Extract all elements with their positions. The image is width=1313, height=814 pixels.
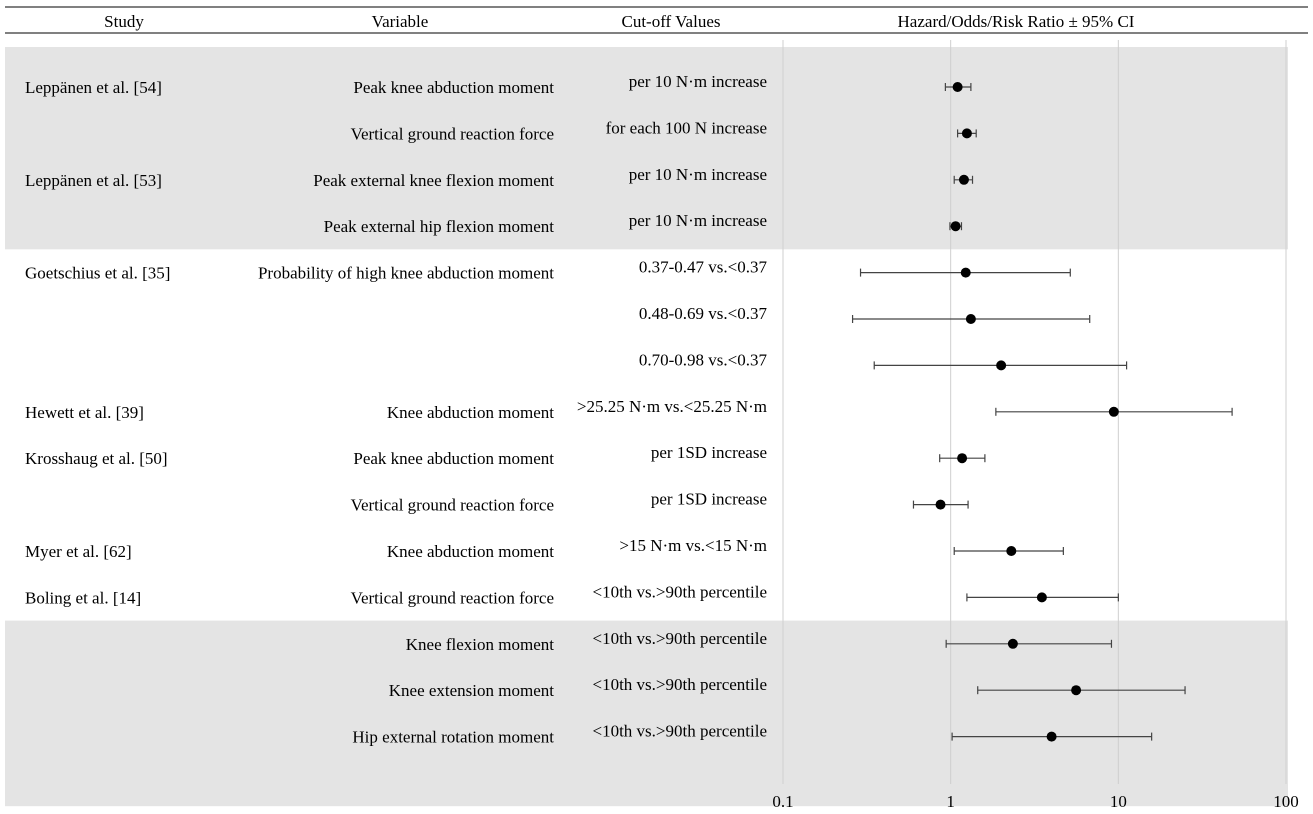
variable-label: Vertical ground reaction force xyxy=(351,588,554,607)
point-estimate xyxy=(1006,546,1017,556)
cutoff-label: per 10 N·m increase xyxy=(629,211,767,230)
point-estimate xyxy=(935,499,946,510)
ci-marks xyxy=(851,82,1233,742)
variable-label: Knee abduction moment xyxy=(387,403,554,422)
cutoff-label: per 1SD increase xyxy=(651,443,767,462)
point-estimate xyxy=(960,267,971,278)
point-estimate xyxy=(1046,731,1057,742)
cutoff-label: for each 100 N increase xyxy=(606,118,767,137)
row-band-2 xyxy=(5,620,1288,807)
point-estimate xyxy=(961,128,972,139)
x-tick-label: 100 xyxy=(1273,792,1299,811)
cutoff-label: per 1SD increase xyxy=(651,490,767,509)
point-estimate xyxy=(1071,685,1082,696)
variable-label: Peak external hip flexion moment xyxy=(324,217,555,236)
row-band-1 xyxy=(5,249,1288,621)
variable-label: Peak knee abduction moment xyxy=(353,449,554,468)
study-label: Goetschius et al. [35] xyxy=(25,264,170,283)
column-header-cutoff: Cut-off Values xyxy=(621,12,720,31)
point-estimate xyxy=(958,174,969,185)
variable-label: Knee abduction moment xyxy=(387,542,554,561)
point-estimate xyxy=(1036,592,1047,603)
x-tick-label: 0.1 xyxy=(772,792,793,811)
cutoff-label: 0.48-0.69 vs.<0.37 xyxy=(639,304,768,323)
study-label: Hewett et al. [39] xyxy=(25,403,144,422)
variable-label: Knee extension moment xyxy=(389,681,555,700)
study-label: Myer et al. [62] xyxy=(25,542,132,561)
study-label: Boling et al. [14] xyxy=(25,588,141,607)
cutoff-label: <10th vs.>90th percentile xyxy=(593,629,768,648)
cutoff-label: 0.70-0.98 vs.<0.37 xyxy=(639,350,768,369)
cutoff-label: >25.25 N·m vs.<25.25 N·m xyxy=(577,397,767,416)
cutoff-label: 0.37-0.47 vs.<0.37 xyxy=(639,258,768,277)
cutoff-label: >15 N·m vs.<15 N·m xyxy=(619,536,767,555)
cutoff-label: <10th vs.>90th percentile xyxy=(593,675,768,694)
point-estimate xyxy=(996,360,1007,371)
column-header-variable: Variable xyxy=(372,12,429,31)
column-header-study: Study xyxy=(104,12,144,31)
x-tick-label: 1 xyxy=(946,792,955,811)
cutoff-label: <10th vs.>90th percentile xyxy=(593,582,768,601)
cutoff-label: <10th vs.>90th percentile xyxy=(593,722,768,741)
study-label: Leppänen et al. [54] xyxy=(25,78,162,97)
variable-label: Hip external rotation moment xyxy=(352,728,554,747)
row-band-0 xyxy=(5,47,1288,250)
study-label: Krosshaug et al. [50] xyxy=(25,449,168,468)
cutoff-label: per 10 N·m increase xyxy=(629,72,767,91)
variable-label: Probability of high knee abduction momen… xyxy=(258,264,554,283)
variable-label: Peak knee abduction moment xyxy=(353,78,554,97)
study-label: Leppänen et al. [53] xyxy=(25,171,162,190)
variable-label: Vertical ground reaction force xyxy=(351,124,554,143)
point-estimate xyxy=(952,82,963,92)
point-estimate xyxy=(965,314,976,324)
cutoff-label: per 10 N·m increase xyxy=(629,165,767,184)
table-cells: Leppänen et al. [54] Peak knee abduction … xyxy=(25,72,767,747)
variable-label: Vertical ground reaction force xyxy=(351,496,554,515)
variable-label: Peak external knee flexion moment xyxy=(313,171,554,190)
variable-label: Knee flexion moment xyxy=(406,635,555,654)
column-header-ratio: Hazard/Odds/Risk Ratio ± 95% CI xyxy=(898,12,1135,31)
row-bands xyxy=(5,47,1288,807)
point-estimate xyxy=(957,453,968,464)
point-estimate xyxy=(1108,406,1119,417)
x-tick-label: 10 xyxy=(1110,792,1127,811)
x-axis-ticks: 0.1 1 10 100 xyxy=(772,792,1298,811)
point-estimate xyxy=(1007,638,1018,649)
point-estimate xyxy=(950,221,961,232)
